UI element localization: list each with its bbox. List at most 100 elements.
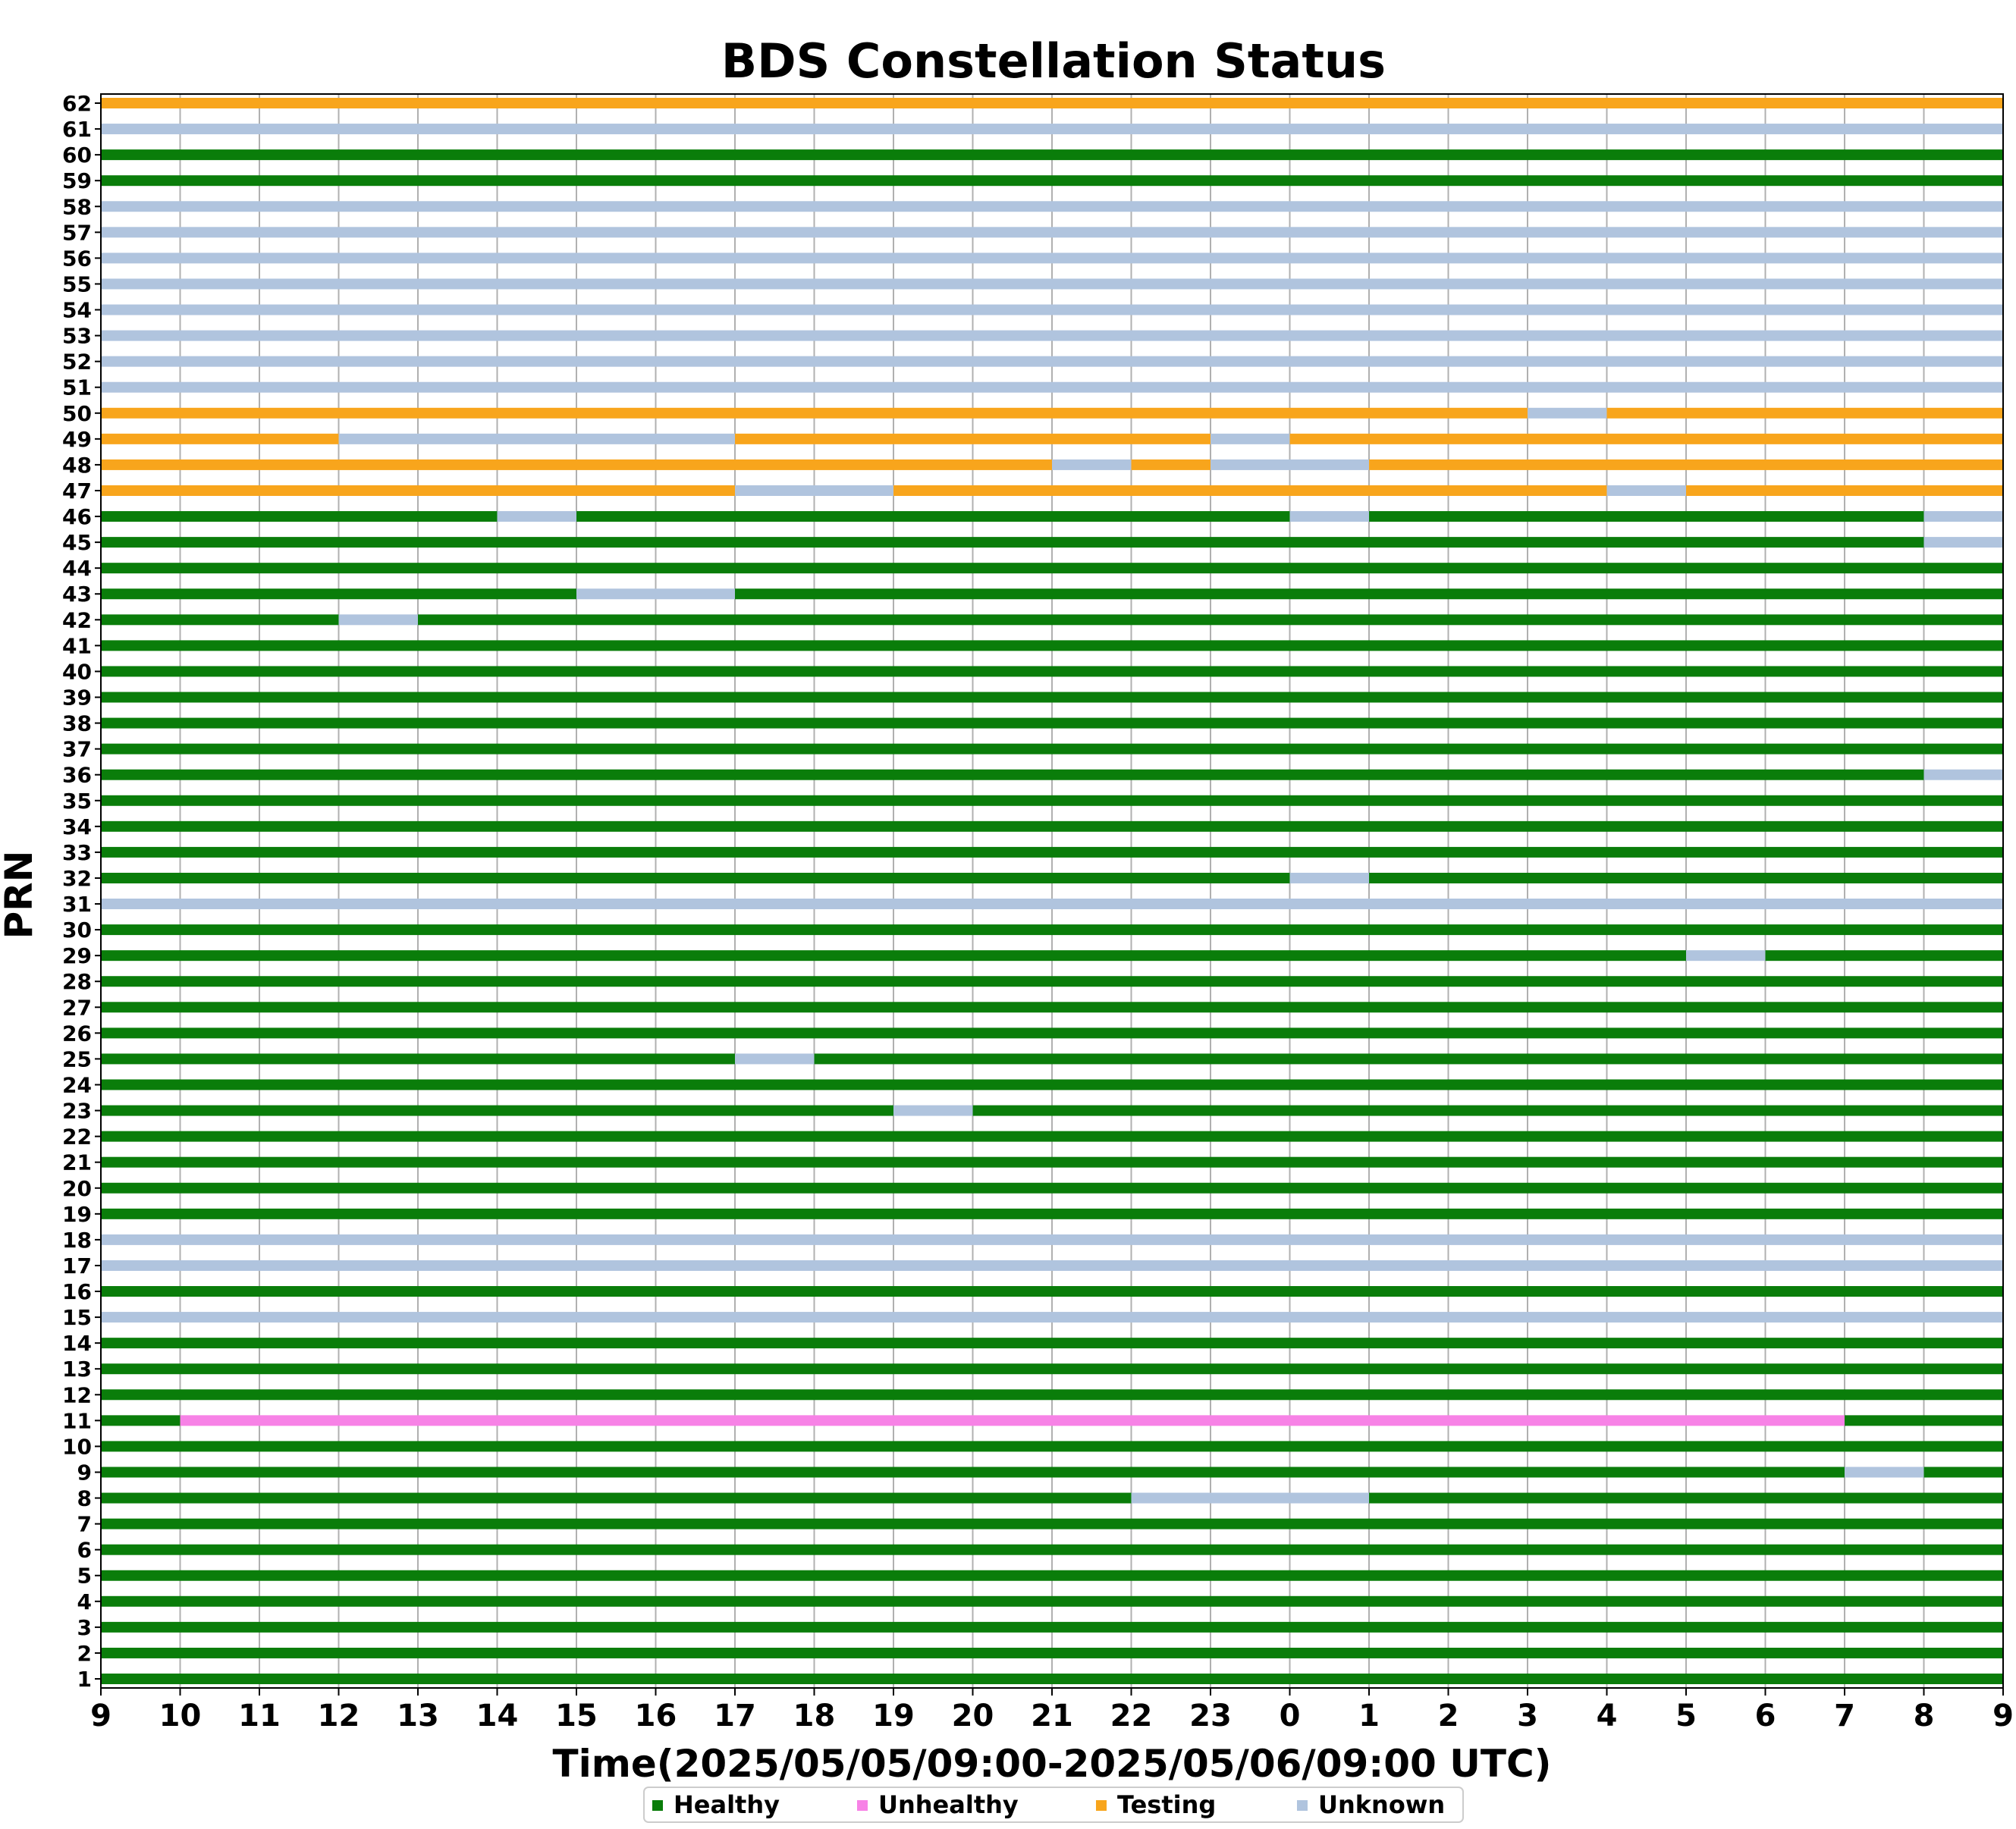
status-bar-healthy (101, 1389, 2003, 1401)
legend-box (643, 1787, 1464, 1823)
x-tick-label: 8 (1914, 1699, 1935, 1733)
y-tick-label: 41 (62, 633, 92, 658)
legend-label: Testing (1117, 1790, 1216, 1819)
y-tick-label: 11 (62, 1408, 92, 1433)
y-tick-label: 51 (62, 375, 92, 400)
status-bar-unknown (893, 1105, 973, 1116)
status-bar-healthy (101, 511, 498, 522)
y-axis-ticks: 1234567891011121314151617181920212223242… (62, 91, 101, 1692)
x-tick-label: 23 (1189, 1699, 1232, 1733)
y-tick-label: 2 (77, 1641, 92, 1666)
status-bar-testing (101, 459, 1052, 470)
y-tick-label: 21 (62, 1150, 92, 1175)
y-tick-label: 3 (77, 1615, 92, 1640)
status-bar-unknown (101, 253, 2003, 264)
status-bar-healthy (1369, 872, 2003, 883)
y-tick-label: 19 (62, 1202, 92, 1227)
y-tick-label: 12 (62, 1382, 92, 1407)
y-tick-label: 5 (77, 1564, 92, 1589)
status-bar-healthy (101, 795, 2003, 806)
legend-swatch (1297, 1800, 1308, 1811)
x-tick-label: 13 (397, 1699, 439, 1733)
y-tick-label: 32 (62, 866, 92, 891)
y-tick-label: 44 (62, 556, 92, 581)
status-bar-unknown (1289, 872, 1369, 883)
x-tick-label: 19 (872, 1699, 915, 1733)
y-tick-label: 61 (62, 117, 92, 142)
y-tick-label: 60 (62, 143, 92, 168)
status-bar-unknown (735, 485, 893, 496)
x-tick-label: 9 (90, 1699, 111, 1733)
status-bar-healthy (101, 1338, 2003, 1349)
y-tick-label: 42 (62, 607, 92, 632)
status-bar-unknown (101, 330, 2003, 341)
status-bar-healthy (101, 1544, 2003, 1555)
status-bar-testing (101, 98, 2003, 108)
status-bar-healthy (101, 175, 2003, 187)
status-bar-healthy (101, 1002, 2003, 1013)
x-tick-label: 14 (476, 1699, 519, 1733)
y-tick-label: 45 (62, 530, 92, 555)
status-bar-healthy (101, 769, 1924, 780)
y-tick-label: 49 (62, 427, 92, 452)
y-tick-label: 14 (62, 1331, 92, 1356)
status-bar-unknown (338, 614, 418, 626)
status-bar-healthy (418, 614, 2003, 626)
y-tick-label: 10 (62, 1434, 92, 1459)
status-bar-healthy (101, 588, 576, 600)
status-bar-healthy (101, 820, 2003, 832)
status-bars (101, 98, 2003, 1684)
legend-swatch (652, 1800, 663, 1811)
y-tick-label: 13 (62, 1357, 92, 1382)
status-bar-healthy (101, 1156, 2003, 1168)
status-bar-healthy (101, 614, 339, 626)
status-bar-unknown (101, 1260, 2003, 1271)
status-bar-unknown (576, 588, 735, 600)
y-tick-label: 24 (62, 1072, 92, 1097)
status-bar-unknown (101, 1234, 2003, 1245)
status-bar-unknown (101, 304, 2003, 315)
x-tick-label: 21 (1031, 1699, 1073, 1733)
status-bar-healthy (101, 976, 2003, 987)
status-bar-unknown (1211, 433, 1290, 444)
status-bar-healthy (1369, 511, 1924, 522)
status-bar-testing (735, 433, 1211, 444)
x-tick-label: 6 (1755, 1699, 1776, 1733)
y-tick-label: 43 (62, 582, 92, 607)
status-bar-healthy (101, 1286, 2003, 1297)
x-tick-label: 11 (238, 1699, 281, 1733)
status-bar-healthy (101, 666, 2003, 677)
status-bar-unknown (101, 227, 2003, 238)
y-tick-label: 6 (77, 1538, 92, 1563)
status-bar-unknown (101, 201, 2003, 212)
y-tick-label: 35 (62, 789, 92, 814)
status-bar-healthy (101, 872, 1290, 883)
y-tick-label: 62 (62, 91, 92, 116)
status-bar-healthy (101, 149, 2003, 161)
status-bar-healthy (101, 1647, 2003, 1658)
status-bar-unknown (497, 511, 576, 522)
y-tick-label: 52 (62, 350, 92, 375)
status-bar-unknown (101, 1312, 2003, 1323)
x-tick-label: 16 (635, 1699, 677, 1733)
status-bar-healthy (101, 1441, 2003, 1452)
y-tick-label: 36 (62, 763, 92, 788)
status-bar-testing (1289, 433, 2003, 444)
status-bar-healthy (1369, 1492, 2003, 1504)
x-tick-label: 10 (159, 1699, 202, 1733)
status-bar-healthy (576, 511, 1290, 522)
status-bar-testing (1606, 407, 2003, 419)
legend-label: Healthy (674, 1790, 780, 1819)
status-bar-unknown (1923, 537, 2003, 548)
status-bar-healthy (101, 1467, 1845, 1478)
legend-swatch (857, 1800, 868, 1811)
x-tick-label: 5 (1675, 1699, 1697, 1733)
y-tick-label: 1 (77, 1667, 92, 1692)
status-bar-healthy (101, 1492, 1132, 1504)
status-bar-testing (101, 485, 735, 496)
status-bar-healthy (101, 1079, 2003, 1090)
y-tick-label: 50 (62, 401, 92, 426)
y-tick-label: 38 (62, 711, 92, 736)
y-axis-label: PRN (0, 851, 41, 940)
